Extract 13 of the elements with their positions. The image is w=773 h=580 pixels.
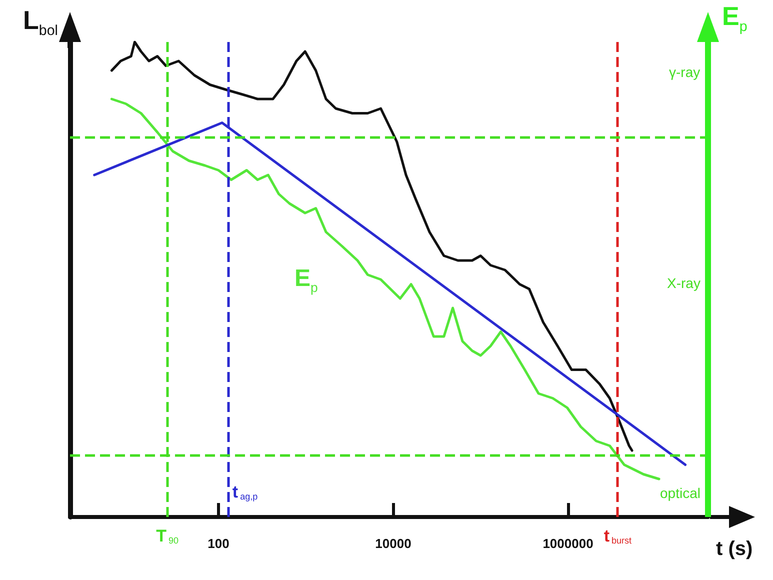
ref-line-label: tag,p — [232, 482, 258, 502]
x-tick-label: 100 — [208, 536, 230, 551]
x-tick-label: 10000 — [375, 536, 412, 551]
annotation: X-ray — [667, 274, 700, 290]
x-axis-title: t (s) — [716, 538, 753, 560]
x-tick-label: 1000000 — [542, 536, 594, 551]
ref-line-label: tburst — [604, 526, 632, 546]
annotation: γ-ray — [669, 64, 700, 80]
y2-axis-title: E$_{p}$ — [722, 0, 748, 35]
ref-line-label: T90 — [156, 526, 179, 546]
series-label: E$_{p}$ — [294, 265, 318, 295]
annotation: optical — [660, 485, 700, 501]
y-axis-title: L$_{bol}$ — [23, 4, 58, 39]
